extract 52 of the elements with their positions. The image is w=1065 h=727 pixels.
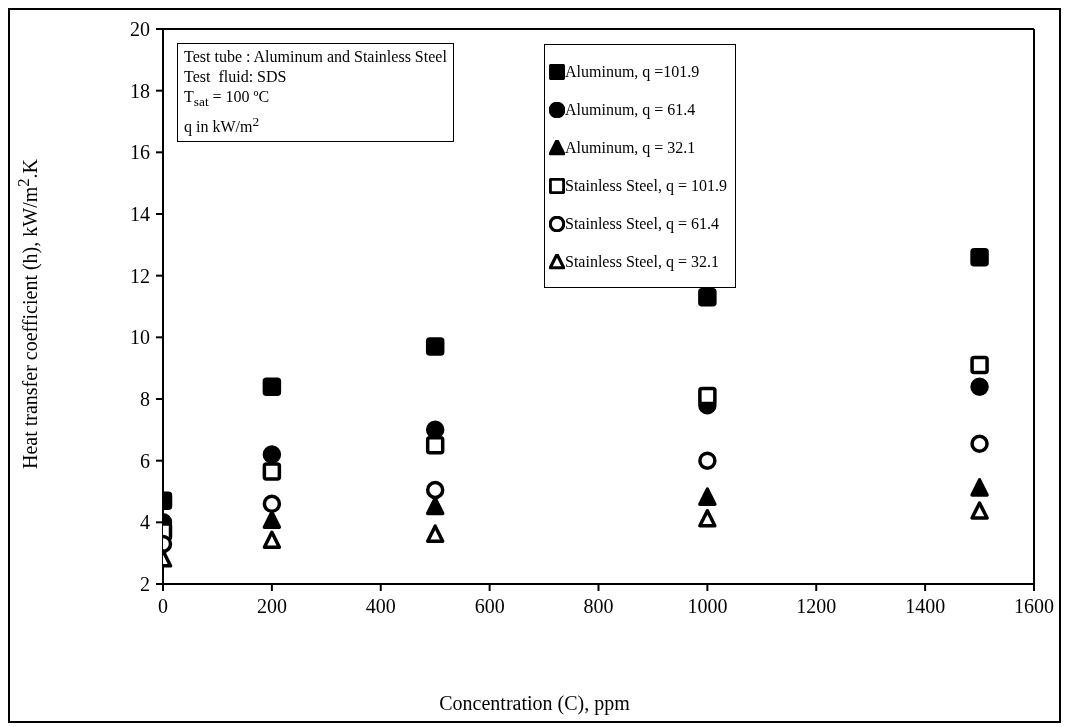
- point: [698, 487, 717, 506]
- legend-label: Aluminum, q =101.9: [565, 63, 700, 81]
- point: [698, 386, 717, 406]
- y-tick-label: 10: [130, 326, 150, 349]
- point: [698, 451, 717, 470]
- y-tick-label: 6: [140, 449, 150, 472]
- point: [262, 377, 282, 396]
- x-tick-label: 200: [256, 595, 287, 618]
- point: [425, 337, 445, 356]
- point: [698, 288, 717, 307]
- legend-label: Stainless Steel, q = 101.9: [565, 177, 727, 195]
- point: [425, 436, 445, 455]
- y-tick-label: 12: [130, 264, 150, 287]
- point: [970, 501, 989, 520]
- point: [262, 462, 282, 481]
- y-tick-label: 2: [140, 573, 150, 596]
- x-tick-label: 1400: [905, 595, 946, 618]
- y-tick-label: 4: [140, 511, 150, 534]
- point: [970, 377, 989, 396]
- annotation: T$_{sat}$ = 100 ºC: [184, 87, 271, 112]
- point: [698, 509, 717, 528]
- annotation: Test fluid: SDS: [184, 67, 288, 87]
- y-tick-label: 14: [130, 203, 150, 226]
- legend-label: Aluminum, q = 61.4: [565, 101, 696, 119]
- x-tick-label: 800: [583, 595, 614, 618]
- y-tick-label: 18: [130, 79, 150, 102]
- point: [262, 530, 282, 550]
- point: [970, 434, 989, 453]
- x-tick-label: 400: [365, 595, 396, 618]
- point: [262, 494, 282, 514]
- legend-label: Stainless Steel, q = 32.1: [565, 253, 719, 271]
- annotation: Test tube : Aluminum and Stainless Steel: [184, 47, 447, 67]
- x-tick-label: 1200: [796, 595, 837, 618]
- y-tick-label: 16: [130, 141, 150, 164]
- point: [970, 247, 989, 267]
- point: [970, 478, 989, 497]
- point: [970, 355, 989, 375]
- x-axis-title: Concentration (C), ppm: [438, 692, 631, 715]
- x-tick-label: 1600: [1014, 595, 1054, 618]
- x-tick-label: 600: [474, 595, 505, 618]
- point: [425, 480, 445, 500]
- legend-label: Aluminum, q = 32.1: [565, 139, 696, 157]
- point: [425, 524, 445, 543]
- x-tick-label: 0: [158, 595, 168, 618]
- point: [262, 510, 282, 530]
- point: [262, 445, 282, 464]
- x-tick-label: 1000: [687, 595, 728, 618]
- legend-label: Stainless Steel, q = 61.4: [565, 215, 719, 233]
- y-tick-label: 20: [130, 18, 150, 41]
- y-tick-label: 8: [140, 388, 150, 411]
- point: [425, 496, 445, 516]
- annotation: q in kW/m$^{2}$: [184, 113, 261, 138]
